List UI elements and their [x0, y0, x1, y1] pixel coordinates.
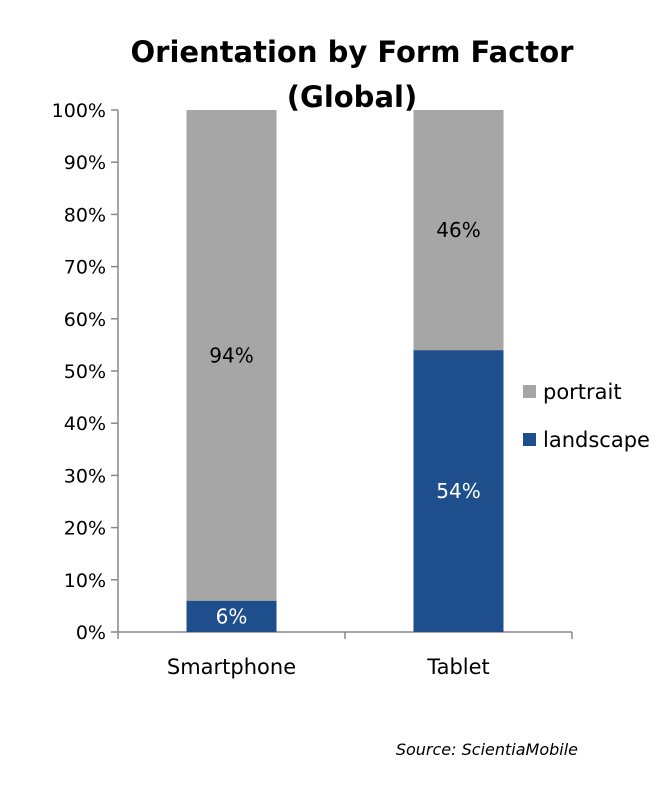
legend: portrait landscape	[523, 380, 650, 452]
data-labels: 6% 94% 54% 46%	[209, 218, 480, 628]
y-tick-label: 0%	[76, 622, 106, 644]
chart-title-line: (Global)	[287, 80, 417, 114]
data-label: 94%	[209, 343, 253, 367]
legend-swatch-portrait	[523, 385, 536, 398]
bar-segment-landscape	[186, 600, 277, 632]
data-label: 46%	[436, 218, 480, 242]
y-axis: 0% 10% 20% 30% 40% 50% 60% 70% 80% 90% 100%	[52, 100, 119, 644]
x-category-label: Smartphone	[167, 655, 296, 679]
y-tick-label: 40%	[64, 413, 106, 435]
y-tick-label: 10%	[64, 570, 106, 592]
bars	[186, 110, 504, 632]
bar-segment-portrait	[186, 110, 277, 601]
bar-segment-portrait	[413, 110, 504, 351]
y-tick-label: 100%	[52, 100, 106, 122]
x-axis: Smartphone Tablet	[117, 631, 573, 679]
data-label: 6%	[216, 604, 248, 628]
legend-swatch-landscape	[523, 433, 536, 446]
y-tick-label: 20%	[64, 518, 106, 540]
y-tick-label: 30%	[64, 465, 106, 487]
legend-label: landscape	[543, 428, 650, 452]
legend-label: portrait	[543, 380, 622, 404]
chart-title-line: Orientation by Form Factor	[130, 35, 574, 69]
source-note: Source: ScientiaMobile	[395, 740, 578, 759]
y-tick-label: 80%	[64, 204, 106, 226]
data-label: 54%	[436, 479, 480, 503]
y-tick-label: 60%	[64, 309, 106, 331]
x-category-label: Tablet	[426, 655, 490, 679]
y-tick-label: 90%	[64, 152, 106, 174]
y-tick-label: 50%	[64, 361, 106, 383]
chart-title: Orientation by Form Factor (Global)	[130, 35, 574, 114]
y-tick-label: 70%	[64, 257, 106, 279]
bar-segment-landscape	[413, 350, 504, 632]
